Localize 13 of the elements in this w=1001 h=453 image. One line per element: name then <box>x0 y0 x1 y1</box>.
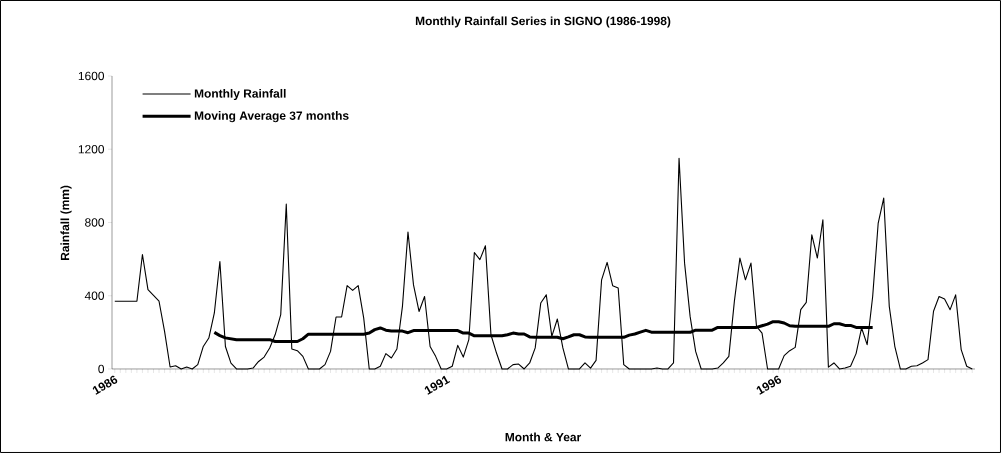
chart-title: Monthly Rainfall Series in SIGNO (1986-1998) <box>415 16 671 28</box>
y-tick-label: 400 <box>84 291 105 300</box>
y-tick-label: 800 <box>85 218 105 227</box>
y-tick-label: 1200 <box>78 145 105 154</box>
legend-label: Monthly Rainfall <box>194 88 286 101</box>
y-axis-title: Rainfall (mm) <box>60 185 72 261</box>
x-tick-label: 1991 <box>424 375 451 395</box>
x-tick-label: 1986 <box>92 375 118 395</box>
y-tick-label: 0 <box>98 364 105 374</box>
y-tick-label: 1600 <box>78 71 105 81</box>
x-tick-label: 1996 <box>756 375 782 395</box>
legend-label: Moving Average 37 months <box>194 111 349 123</box>
x-axis-title: Month & Year <box>505 432 582 442</box>
